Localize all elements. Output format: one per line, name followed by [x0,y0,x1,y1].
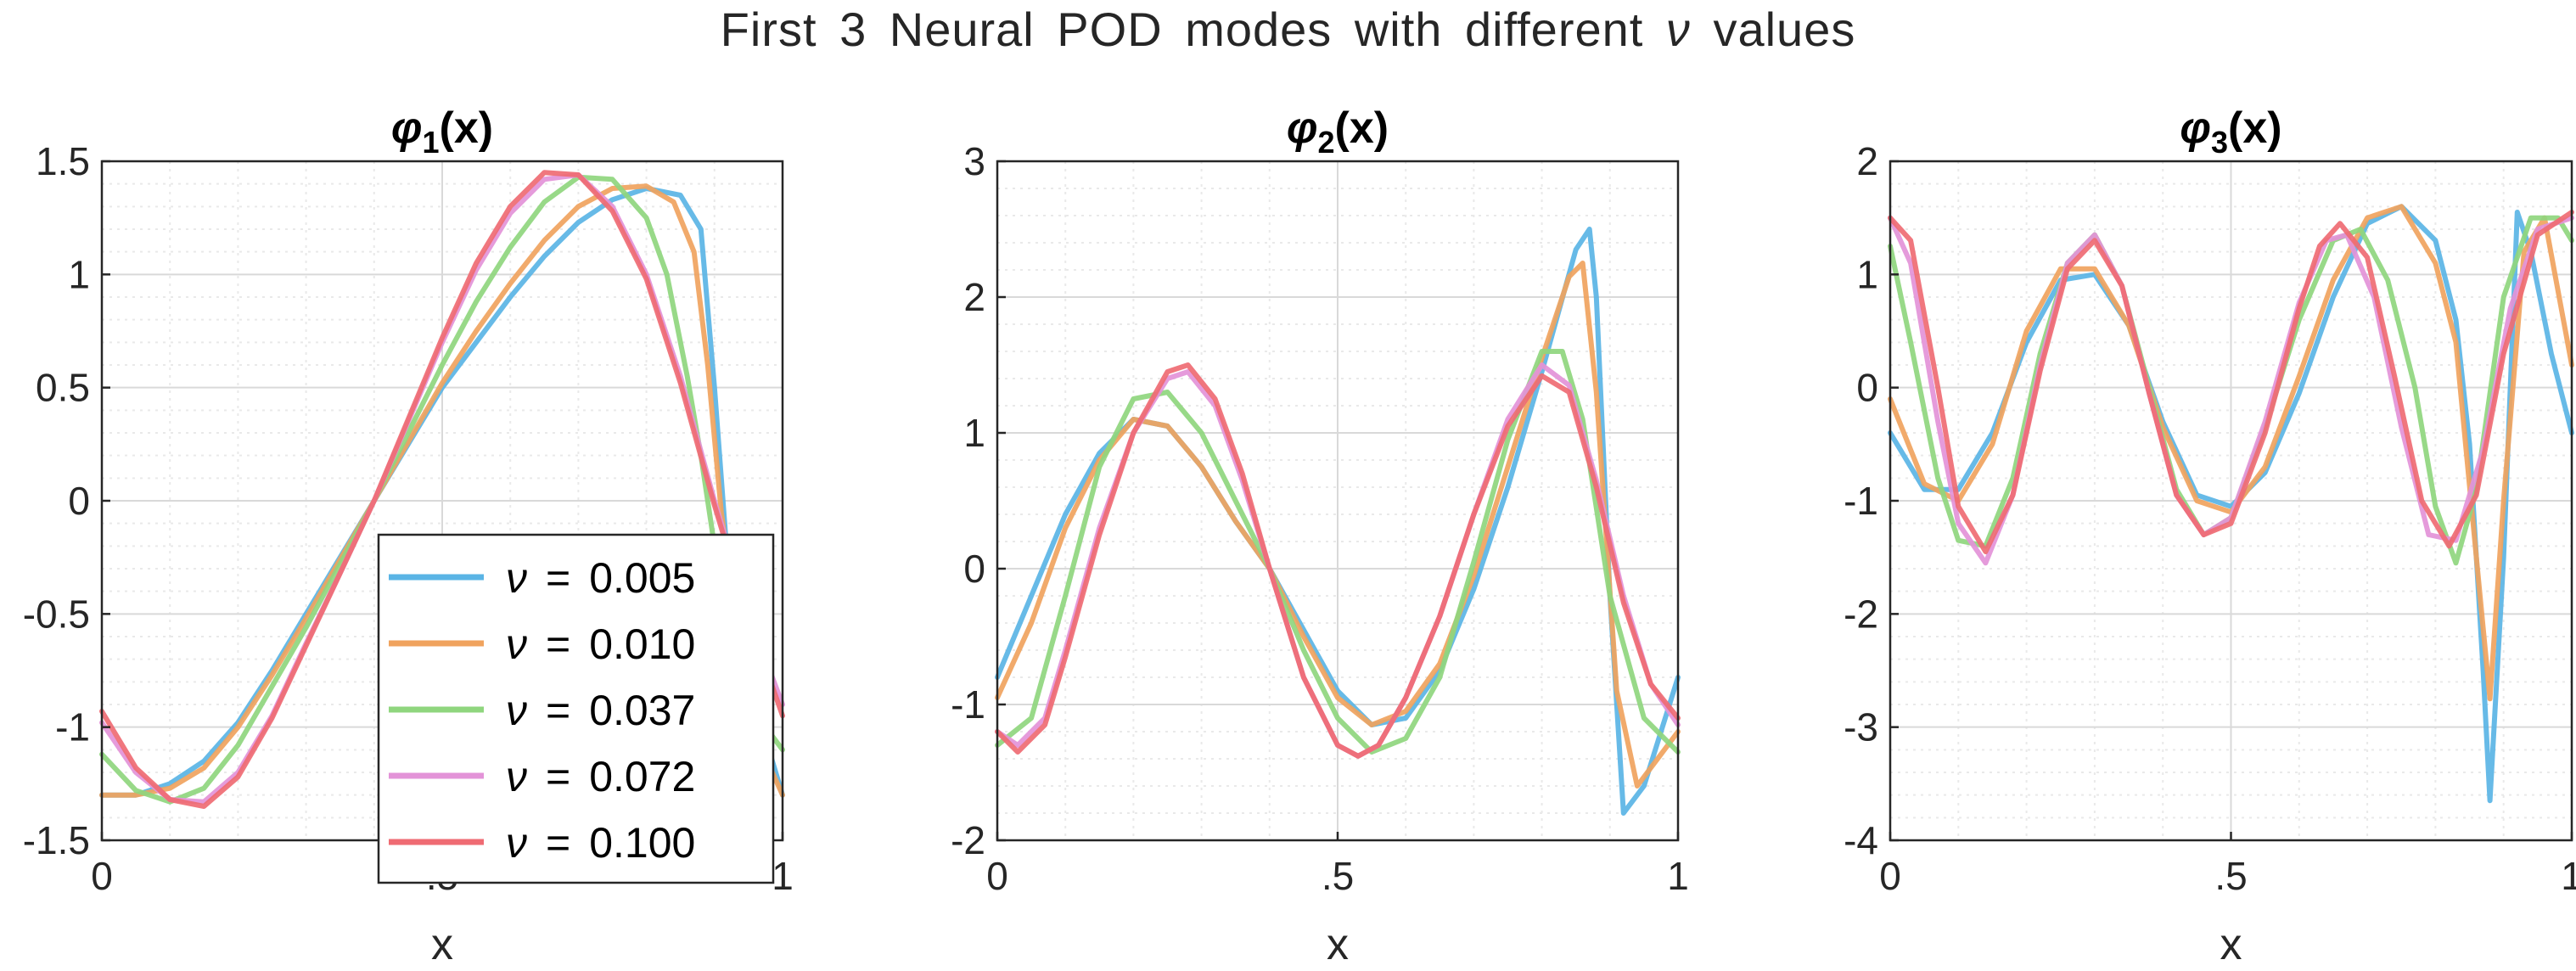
legend-entry-label: ν = 0.100 [506,819,695,867]
series-line-5 [995,362,1681,759]
legend-nu-symbol: ν [506,687,527,734]
series-line-2 [1888,204,2574,702]
panel-title: φ3(x) [2180,104,2281,160]
y-tick-label: -2 [951,818,985,862]
legend-nu-symbol: ν [506,620,527,668]
y-tick-label: -1 [951,682,985,727]
figure-title-suffix: values [1713,3,1856,56]
x-axis-label: x [2220,920,2242,969]
figure-title: First 3 Neural POD modes with different … [0,2,2576,57]
legend-equals: = [546,620,570,668]
y-tick-label: 0 [963,547,985,591]
series-line-2 [995,261,1681,789]
figure-title-prefix: First 3 Neural POD modes with different [720,3,1644,56]
y-tick-label: 2 [1856,139,1878,183]
panel-title-phi: φ [2180,104,2211,153]
panel-title-arg: (x) [1335,104,1389,153]
x-tick-label: 0 [1879,854,1901,898]
panel-title-subscript: 1 [423,125,440,160]
y-tick-label: 3 [963,139,985,183]
legend-value: 0.005 [589,554,695,602]
legend-value: 0.100 [589,819,695,867]
legend-entry-label: ν = 0.037 [506,687,695,734]
y-tick-label: 1 [68,252,90,296]
x-tick-label: 1 [772,854,794,898]
y-tick-label: 0.5 [36,366,90,410]
panel-3: -4 -3 -2 -1 0 1 2 0 .5 1 x φ3(x) [1844,104,2576,969]
x-axis-label: x [1327,920,1349,969]
legend-entry-label: ν = 0.072 [506,753,695,800]
y-tick-label: -4 [1844,818,1878,862]
legend-value: 0.010 [589,620,695,668]
panel-title-phi: φ [1287,104,1318,153]
y-tick-label: -1.5 [23,818,90,862]
legend-nu-symbol: ν [506,554,527,602]
y-tick-label: -0.5 [23,592,90,636]
legend: ν = 0.005 ν = 0.010 ν = 0.037 ν = 0.072 ν = 0.100 [377,533,775,884]
x-tick-label: 1 [1667,854,1689,898]
panel-title-arg: (x) [2228,104,2282,153]
y-tick-label: -1 [1844,479,1878,523]
y-tick-label: 1 [1856,252,1878,296]
x-axis-label: x [431,920,453,969]
panel-title: φ1(x) [391,104,493,160]
y-tick-label: -2 [1844,592,1878,636]
x-tick-label: .5 [1322,854,1354,898]
y-tick-label: 1.5 [36,139,90,183]
y-tick-label: 2 [963,275,985,319]
series-line-5 [1888,210,2574,554]
series-line-3 [995,349,1681,755]
panel-title: φ2(x) [1287,104,1389,160]
nu-symbol: ν [1665,3,1691,56]
panel-title-subscript: 3 [2211,125,2228,160]
legend-value: 0.037 [589,687,695,734]
panel-title-arg: (x) [440,104,494,153]
x-tick-label: 1 [2561,854,2576,898]
series-line-5 [99,170,785,809]
y-tick-label: -3 [1844,705,1878,749]
y-tick-label: 0 [1856,366,1878,410]
legend-equals: = [546,753,570,800]
y-tick-label: 0 [68,479,90,523]
panel-title-subscript: 2 [1318,125,1335,160]
legend-nu-symbol: ν [506,753,527,800]
series-line-2 [99,183,785,798]
series-line-1 [99,186,785,798]
legend-value: 0.072 [589,753,695,800]
series-line-3 [99,174,785,805]
legend-nu-symbol: ν [506,819,527,867]
legend-entry-label: ν = 0.005 [506,554,695,602]
y-tick-label: 1 [963,411,985,455]
panel-title-phi: φ [391,104,423,153]
x-tick-label: 0 [986,854,1008,898]
legend-entry-label: ν = 0.010 [506,620,695,668]
y-tick-label: -1 [55,705,90,749]
legend-equals: = [546,554,570,602]
legend-equals: = [546,819,570,867]
x-tick-label: 0 [91,854,113,898]
x-tick-label: .5 [2214,854,2247,898]
series-line-1 [1888,204,2574,804]
panel-1: -1.5-1-0.500.511.50.51xφ1(x)ν=0.005ν=0.0… [23,104,794,969]
legend-equals: = [546,687,570,734]
